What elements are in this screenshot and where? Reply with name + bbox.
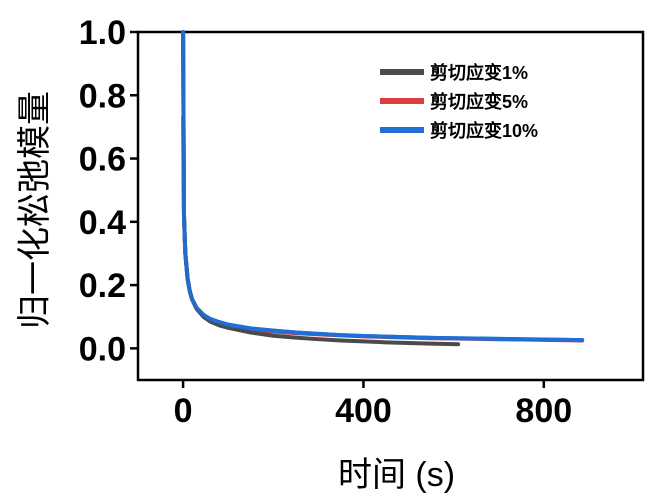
y-tick-label: 0.4 (79, 204, 126, 242)
y-tick-label: 0.6 (79, 141, 126, 179)
y-axis-title: 归一化松弛模量 (16, 91, 54, 329)
y-tick-label: 1.0 (79, 14, 126, 52)
legend-label: 剪切应变5% (430, 91, 528, 112)
series-line-3-overlay (181, 30, 585, 343)
y-tick-label: 0.2 (79, 267, 126, 305)
x-axis-title: 时间 (s) (338, 456, 455, 494)
series-line-1 (181, 30, 461, 347)
legend-label: 剪切应变10% (430, 120, 538, 141)
x-tick-label: 400 (335, 392, 392, 430)
y-tick-label: 0.8 (79, 77, 126, 115)
legend: 剪切应变1% 剪切应变5% 剪切应变10% (380, 62, 538, 141)
series-line-2 (181, 115, 585, 343)
x-tick-label: 800 (515, 392, 572, 430)
plot-frame (136, 30, 645, 382)
x-axis: 0 400 800 (174, 380, 572, 430)
y-tick-label: 0.0 (79, 330, 126, 368)
series-layer (181, 30, 585, 347)
x-tick-label: 0 (174, 392, 193, 430)
y-axis: 0.0 0.2 0.4 0.6 0.8 1.0 (79, 14, 138, 368)
legend-label: 剪切应变1% (430, 62, 528, 83)
